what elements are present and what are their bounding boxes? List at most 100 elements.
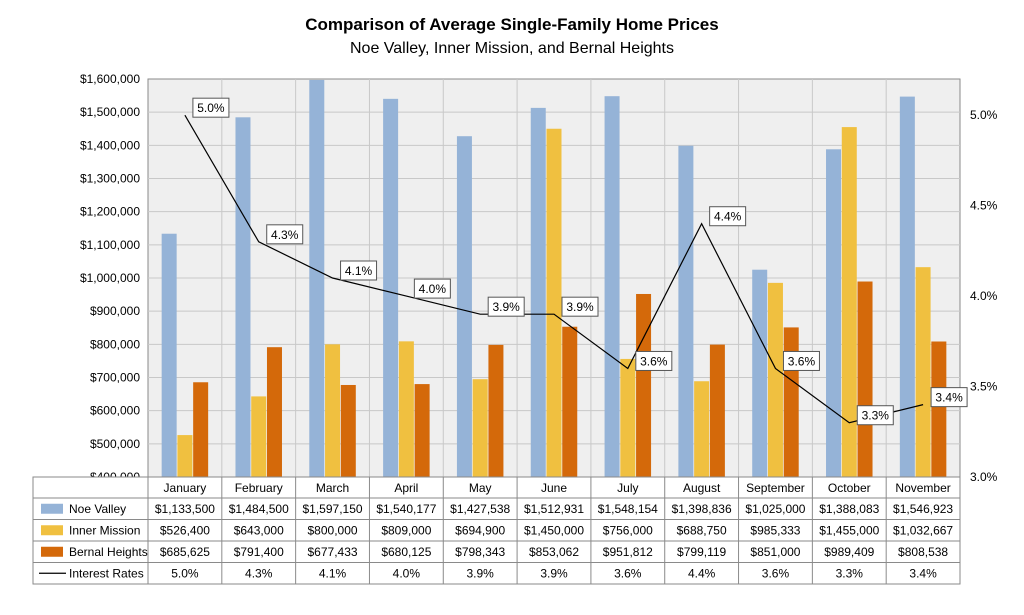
interest-rate-callout: 3.3% xyxy=(856,405,894,426)
bar-bernal-heights xyxy=(266,347,282,477)
table-cell: $680,125 xyxy=(381,545,431,559)
x-category-label: February xyxy=(235,481,283,495)
table-cell: $808,538 xyxy=(898,545,948,559)
table-cell: $1,546,923 xyxy=(893,502,953,516)
y-tick-label: $500,000 xyxy=(90,437,140,451)
callout-box xyxy=(782,350,820,371)
table-cell: 4.1% xyxy=(319,566,347,580)
interest-rate-callout: 4.1% xyxy=(340,260,378,281)
interest-rate-callout: 3.6% xyxy=(635,350,673,371)
chart-subtitle: Noe Valley, Inner Mission, and Bernal He… xyxy=(350,40,674,57)
bar-noe-valley xyxy=(530,107,546,478)
bar-bernal-heights xyxy=(783,327,799,477)
y-tick-label: $1,400,000 xyxy=(80,138,140,152)
interest-rate-label: 3.3% xyxy=(862,409,890,423)
table-cell: $1,427,538 xyxy=(450,502,510,516)
y2-tick-label: 3.5% xyxy=(970,380,998,394)
y-tick-label: $1,000,000 xyxy=(80,271,140,285)
callout-box xyxy=(487,296,525,317)
x-category-label: September xyxy=(746,481,805,495)
interest-rate-callout: 3.9% xyxy=(487,296,525,317)
callout-box xyxy=(561,296,599,317)
bar-bernal-heights xyxy=(636,293,652,477)
bar-inner-mission xyxy=(694,381,710,477)
x-category-label: April xyxy=(394,481,418,495)
legend-key-noe-valley xyxy=(41,503,63,514)
interest-rate-label: 5.0% xyxy=(197,101,225,115)
table-cell: $1,484,500 xyxy=(229,502,289,516)
bar-inner-mission xyxy=(472,379,488,477)
bar-inner-mission xyxy=(398,341,414,477)
bar-bernal-heights xyxy=(931,341,947,477)
interest-rate-label: 3.4% xyxy=(935,391,963,405)
bar-inner-mission xyxy=(325,344,341,477)
y-tick-label: $1,300,000 xyxy=(80,172,140,186)
callout-box xyxy=(413,278,451,299)
bar-inner-mission xyxy=(177,435,193,477)
table-cell: $1,398,836 xyxy=(672,502,732,516)
table-cell: $756,000 xyxy=(603,523,653,537)
interest-rate-callout: 5.0% xyxy=(192,97,230,118)
table-cell: 4.0% xyxy=(393,566,421,580)
callout-box xyxy=(266,224,304,245)
y-tick-label: $600,000 xyxy=(90,404,140,418)
table-cell: $1,032,667 xyxy=(893,523,953,537)
legend-key-inner-mission xyxy=(41,525,63,536)
table-cell: 3.9% xyxy=(467,566,495,580)
y2-tick-label: 5.0% xyxy=(970,108,998,122)
table-cell: $799,119 xyxy=(677,545,726,559)
bar-noe-valley xyxy=(604,96,620,477)
callout-box xyxy=(340,260,378,281)
table-cell: 3.3% xyxy=(836,566,864,580)
bar-inner-mission xyxy=(841,127,857,477)
y2-tick-label: 3.0% xyxy=(970,470,998,484)
table-cell: $1,512,931 xyxy=(524,502,584,516)
table-cell: 3.4% xyxy=(909,566,937,580)
bar-bernal-heights xyxy=(857,281,873,477)
table-cell: $989,409 xyxy=(824,545,874,559)
table-cell: $1,133,500 xyxy=(155,502,215,516)
interest-rate-label: 3.6% xyxy=(788,354,816,368)
bar-noe-valley xyxy=(235,117,251,478)
x-category-label: October xyxy=(828,481,871,495)
x-category-label: November xyxy=(895,481,950,495)
table-cell: 4.4% xyxy=(688,566,716,580)
legend-key-bernal-heights xyxy=(41,546,63,557)
legend-label: Bernal Heights xyxy=(69,545,148,559)
interest-rate-label: 4.3% xyxy=(271,228,299,242)
table-cell: 5.0% xyxy=(171,566,199,580)
interest-rate-callout: 4.0% xyxy=(413,278,451,299)
bar-inner-mission xyxy=(767,282,783,477)
bar-bernal-heights xyxy=(488,344,504,477)
table-cell: $1,388,083 xyxy=(819,502,879,516)
table-cell: $694,900 xyxy=(455,523,505,537)
chart-title: Comparison of Average Single-Family Home… xyxy=(305,15,718,34)
interest-rate-label: 3.9% xyxy=(566,300,594,314)
table-cell: 3.9% xyxy=(540,566,568,580)
bar-bernal-heights xyxy=(414,384,430,477)
bar-noe-valley xyxy=(752,269,768,477)
interest-rate-callout: 4.4% xyxy=(709,206,747,227)
interest-rate-label: 4.1% xyxy=(345,264,373,278)
interest-rate-callout: 3.4% xyxy=(930,387,968,408)
table-cell: $851,000 xyxy=(750,545,800,559)
y-tick-label: $800,000 xyxy=(90,337,140,351)
legend-label: Inner Mission xyxy=(69,523,140,537)
table-cell: $1,548,154 xyxy=(598,502,658,516)
interest-rate-callout: 4.3% xyxy=(266,224,304,245)
interest-rate-callout: 3.9% xyxy=(561,296,599,317)
interest-rate-line xyxy=(184,114,924,424)
table-cell: $1,455,000 xyxy=(819,523,879,537)
table-cell: $853,062 xyxy=(529,545,579,559)
table-cell: $1,540,177 xyxy=(376,502,436,516)
table-cell: $1,597,150 xyxy=(303,502,363,516)
callout-box xyxy=(192,97,230,118)
y-tick-label: $700,000 xyxy=(90,371,140,385)
bar-noe-valley xyxy=(309,79,325,477)
bar-noe-valley xyxy=(678,145,694,477)
legend-label: Interest Rates xyxy=(69,566,144,580)
table-cell: $677,433 xyxy=(308,545,358,559)
table-cell: 3.6% xyxy=(614,566,642,580)
bar-bernal-heights xyxy=(709,344,725,477)
